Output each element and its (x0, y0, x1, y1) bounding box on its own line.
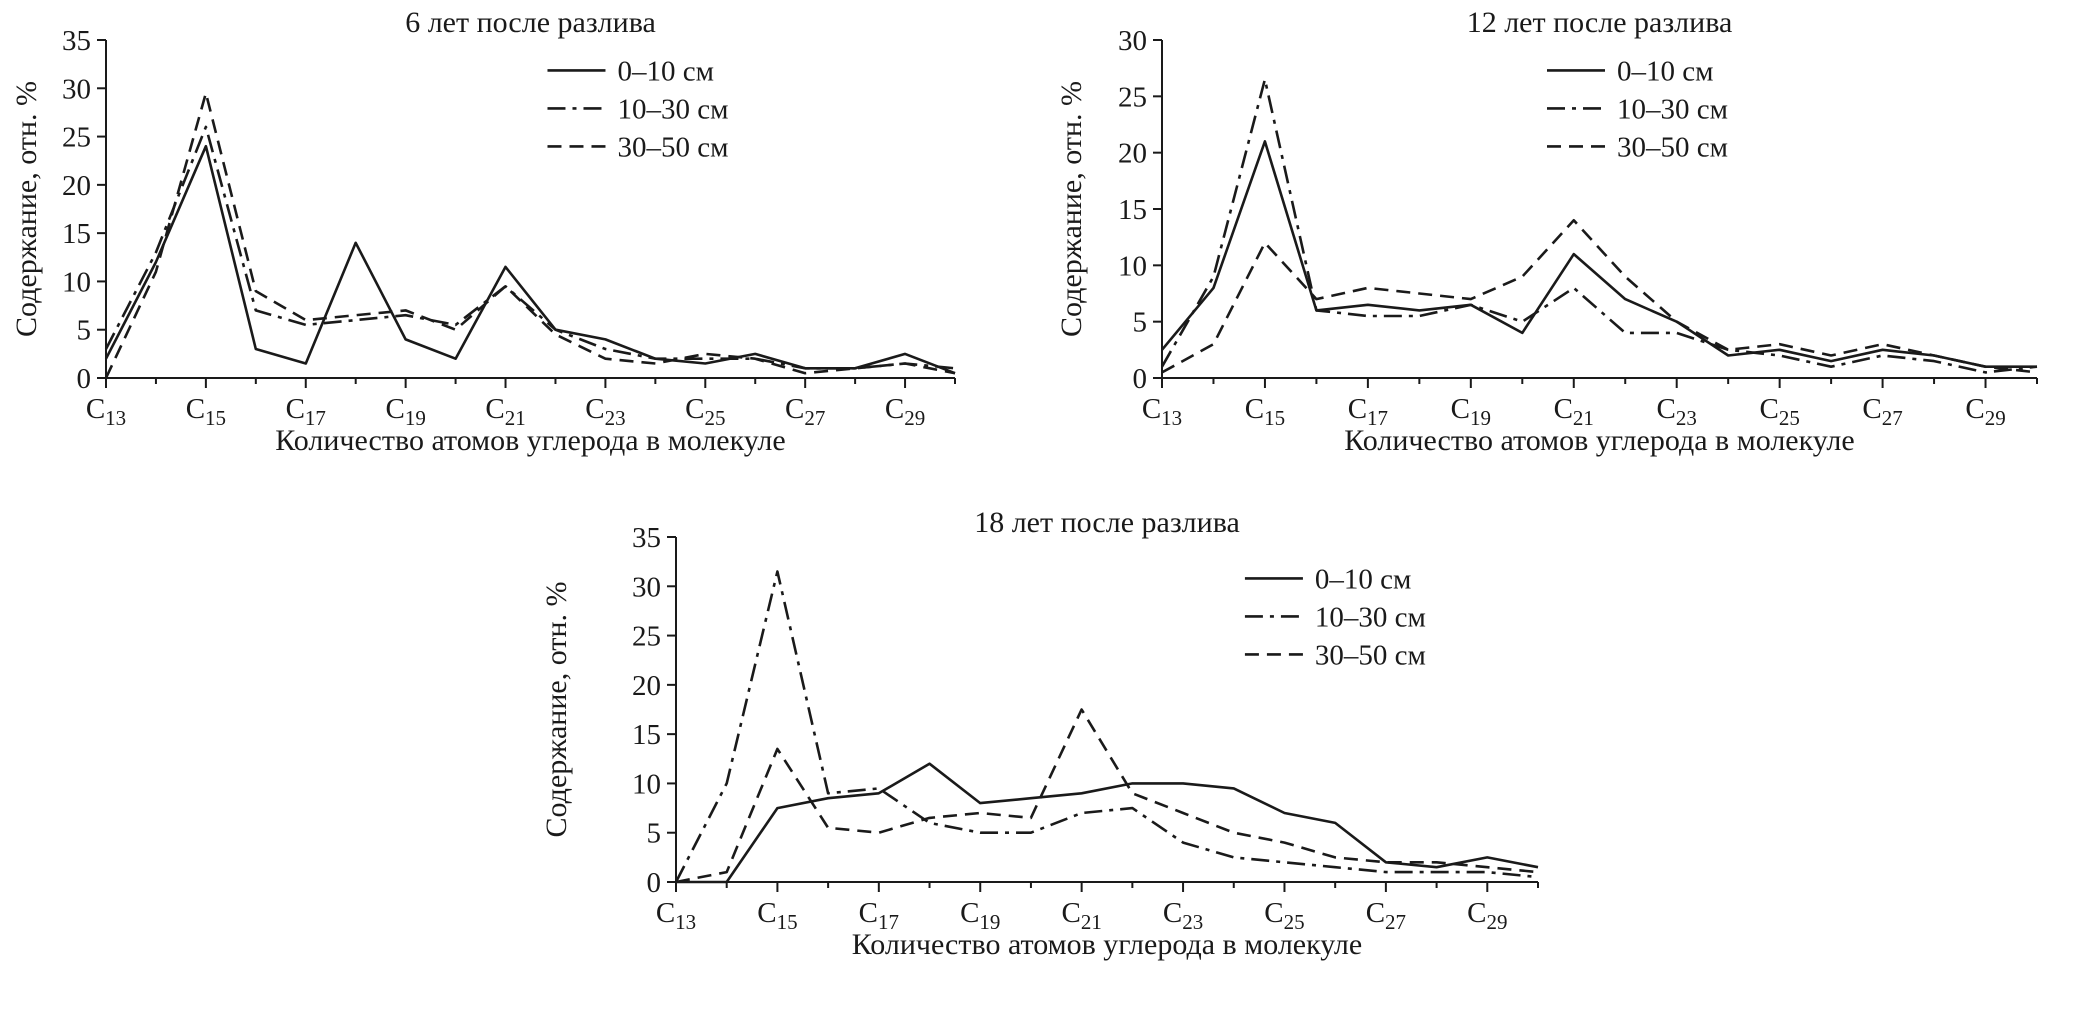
y-tick-label: 10 (1118, 250, 1147, 282)
y-axis-label: Содержание, отн. % (540, 582, 573, 838)
y-tick-label: 5 (1133, 307, 1148, 339)
chart-18-years: 18 лет после разлива 0 5 10 15 20 25 30 35 C13 C1… (540, 505, 1600, 1005)
y-tick-label: 15 (1118, 194, 1147, 226)
y-axis-ticks: 0 5 10 15 20 25 30 35 (632, 522, 676, 899)
legend-label: 30–50 см (1617, 131, 1728, 163)
chart-6-years: 6 лет после разлива 0 5 10 15 20 25 30 35 C13 C15… (10, 5, 1000, 495)
y-tick-label: 20 (1118, 138, 1147, 170)
chart-18-years-canvas: 0 5 10 15 20 25 30 35 C13 C15 C17 C19 C21 C23 C25 C27 C2… (540, 522, 1539, 934)
y-tick-label: 20 (632, 670, 661, 702)
y-axis-label: Содержание, отн. % (1055, 81, 1088, 337)
y-tick-label: 30 (1118, 25, 1147, 57)
x-tick-label: C17 (859, 897, 899, 934)
y-tick-label: 0 (1133, 363, 1148, 395)
y-tick-label: 10 (62, 266, 91, 298)
legend-label: 0–10 см (1315, 563, 1411, 595)
legend-label: 30–50 см (617, 131, 728, 163)
legend: 0–10 см 10–30 см 30–50 см (1244, 563, 1426, 671)
y-tick-label: 35 (62, 25, 91, 57)
legend: 0–10 см 10–30 см 30–50 см (1547, 55, 1728, 163)
x-tick-label: C21 (1061, 897, 1101, 934)
x-tick-label: C19 (1451, 393, 1491, 430)
y-tick-label: 30 (632, 571, 661, 603)
x-tick-label: C27 (1862, 393, 1902, 430)
x-tick-label: C15 (186, 393, 226, 430)
y-tick-label: 35 (632, 522, 661, 554)
y-tick-label: 0 (647, 867, 662, 899)
x-tick-label: C23 (1657, 393, 1697, 430)
y-tick-label: 25 (62, 122, 91, 154)
y-tick-label: 15 (62, 218, 91, 250)
legend-label: 0–10 см (617, 55, 713, 87)
legend-label: 10–30 см (1315, 601, 1426, 633)
legend-label: 0–10 см (1617, 55, 1713, 87)
y-tick-label: 25 (1118, 81, 1147, 113)
series-line-dash-dot (1160, 78, 2038, 374)
y-axis-label: Содержание, отн. % (10, 81, 43, 337)
series-line-dash-dot (104, 125, 956, 370)
series-line-dashed (104, 91, 956, 379)
y-tick-label: 10 (632, 768, 661, 800)
x-tick-label: C17 (286, 393, 326, 430)
x-axis-ticks: C13 C15 C17 C19 C21 C23 C25 C27 C29 (1142, 378, 2038, 430)
y-tick-label: 25 (632, 621, 661, 653)
x-tick-label: C25 (1759, 393, 1799, 430)
x-tick-label: C29 (1467, 897, 1507, 934)
y-axis-ticks: 0 5 10 15 20 25 30 (1118, 25, 1162, 395)
x-tick-label: C23 (585, 393, 625, 430)
x-axis-ticks: C13 C15 C17 C19 C21 C23 C25 C27 C29 (656, 882, 1539, 934)
x-tick-label: C13 (86, 393, 126, 430)
x-tick-label: C29 (885, 393, 925, 430)
x-tick-label: C25 (685, 393, 725, 430)
axis-lines (105, 40, 955, 379)
y-tick-label: 30 (62, 73, 91, 105)
y-tick-label: 15 (632, 719, 661, 751)
x-tick-label: C15 (1245, 393, 1285, 430)
legend-label: 30–50 см (1315, 639, 1426, 671)
series-line-solid (104, 144, 956, 375)
x-tick-label: C15 (757, 897, 797, 934)
axes (105, 40, 955, 379)
x-tick-label: C27 (1366, 897, 1406, 934)
legend-label: 10–30 см (1617, 93, 1728, 125)
x-tick-label: C13 (656, 897, 696, 934)
y-tick-label: 5 (647, 818, 662, 850)
legend-label: 10–30 см (617, 93, 728, 125)
legend: 0–10 см 10–30 см 30–50 см (547, 55, 728, 163)
x-tick-label: C19 (960, 897, 1000, 934)
x-tick-label: C29 (1965, 393, 2005, 430)
series-line-dashed (1161, 219, 2038, 374)
x-tick-label: C21 (1554, 393, 1594, 430)
series-line-dash-dot (674, 570, 1539, 883)
x-axis-ticks: C13 C15 C17 C19 C21 C23 C25 C27 C29 (86, 378, 956, 430)
x-tick-label: C17 (1348, 393, 1388, 430)
y-axis-ticks: 0 5 10 15 20 25 30 35 (62, 25, 106, 395)
series-line-solid (1161, 140, 2037, 369)
x-tick-label: C19 (385, 393, 425, 430)
y-tick-label: 5 (77, 315, 92, 347)
series-line-solid (676, 762, 1539, 884)
chart-6-years-canvas: 0 5 10 15 20 25 30 35 C13 C15 C17 C19 C21 C23 C25 C27 C2… (10, 25, 956, 430)
x-tick-label: C21 (485, 393, 525, 430)
chart-12-years: 12 лет после разлива 0 5 10 15 20 25 30 C13 C15 C… (1055, 5, 2070, 495)
x-tick-label: C25 (1264, 897, 1304, 934)
x-tick-label: C13 (1142, 393, 1182, 430)
series-line-dashed (675, 708, 1539, 884)
y-tick-label: 0 (77, 363, 92, 395)
x-tick-label: C23 (1163, 897, 1203, 934)
chart-12-years-canvas: 0 5 10 15 20 25 30 C13 C15 C17 C19 C21 C23 C25 C27 C29 С… (1055, 25, 2038, 430)
y-tick-label: 20 (62, 170, 91, 202)
x-tick-label: C27 (785, 393, 825, 430)
